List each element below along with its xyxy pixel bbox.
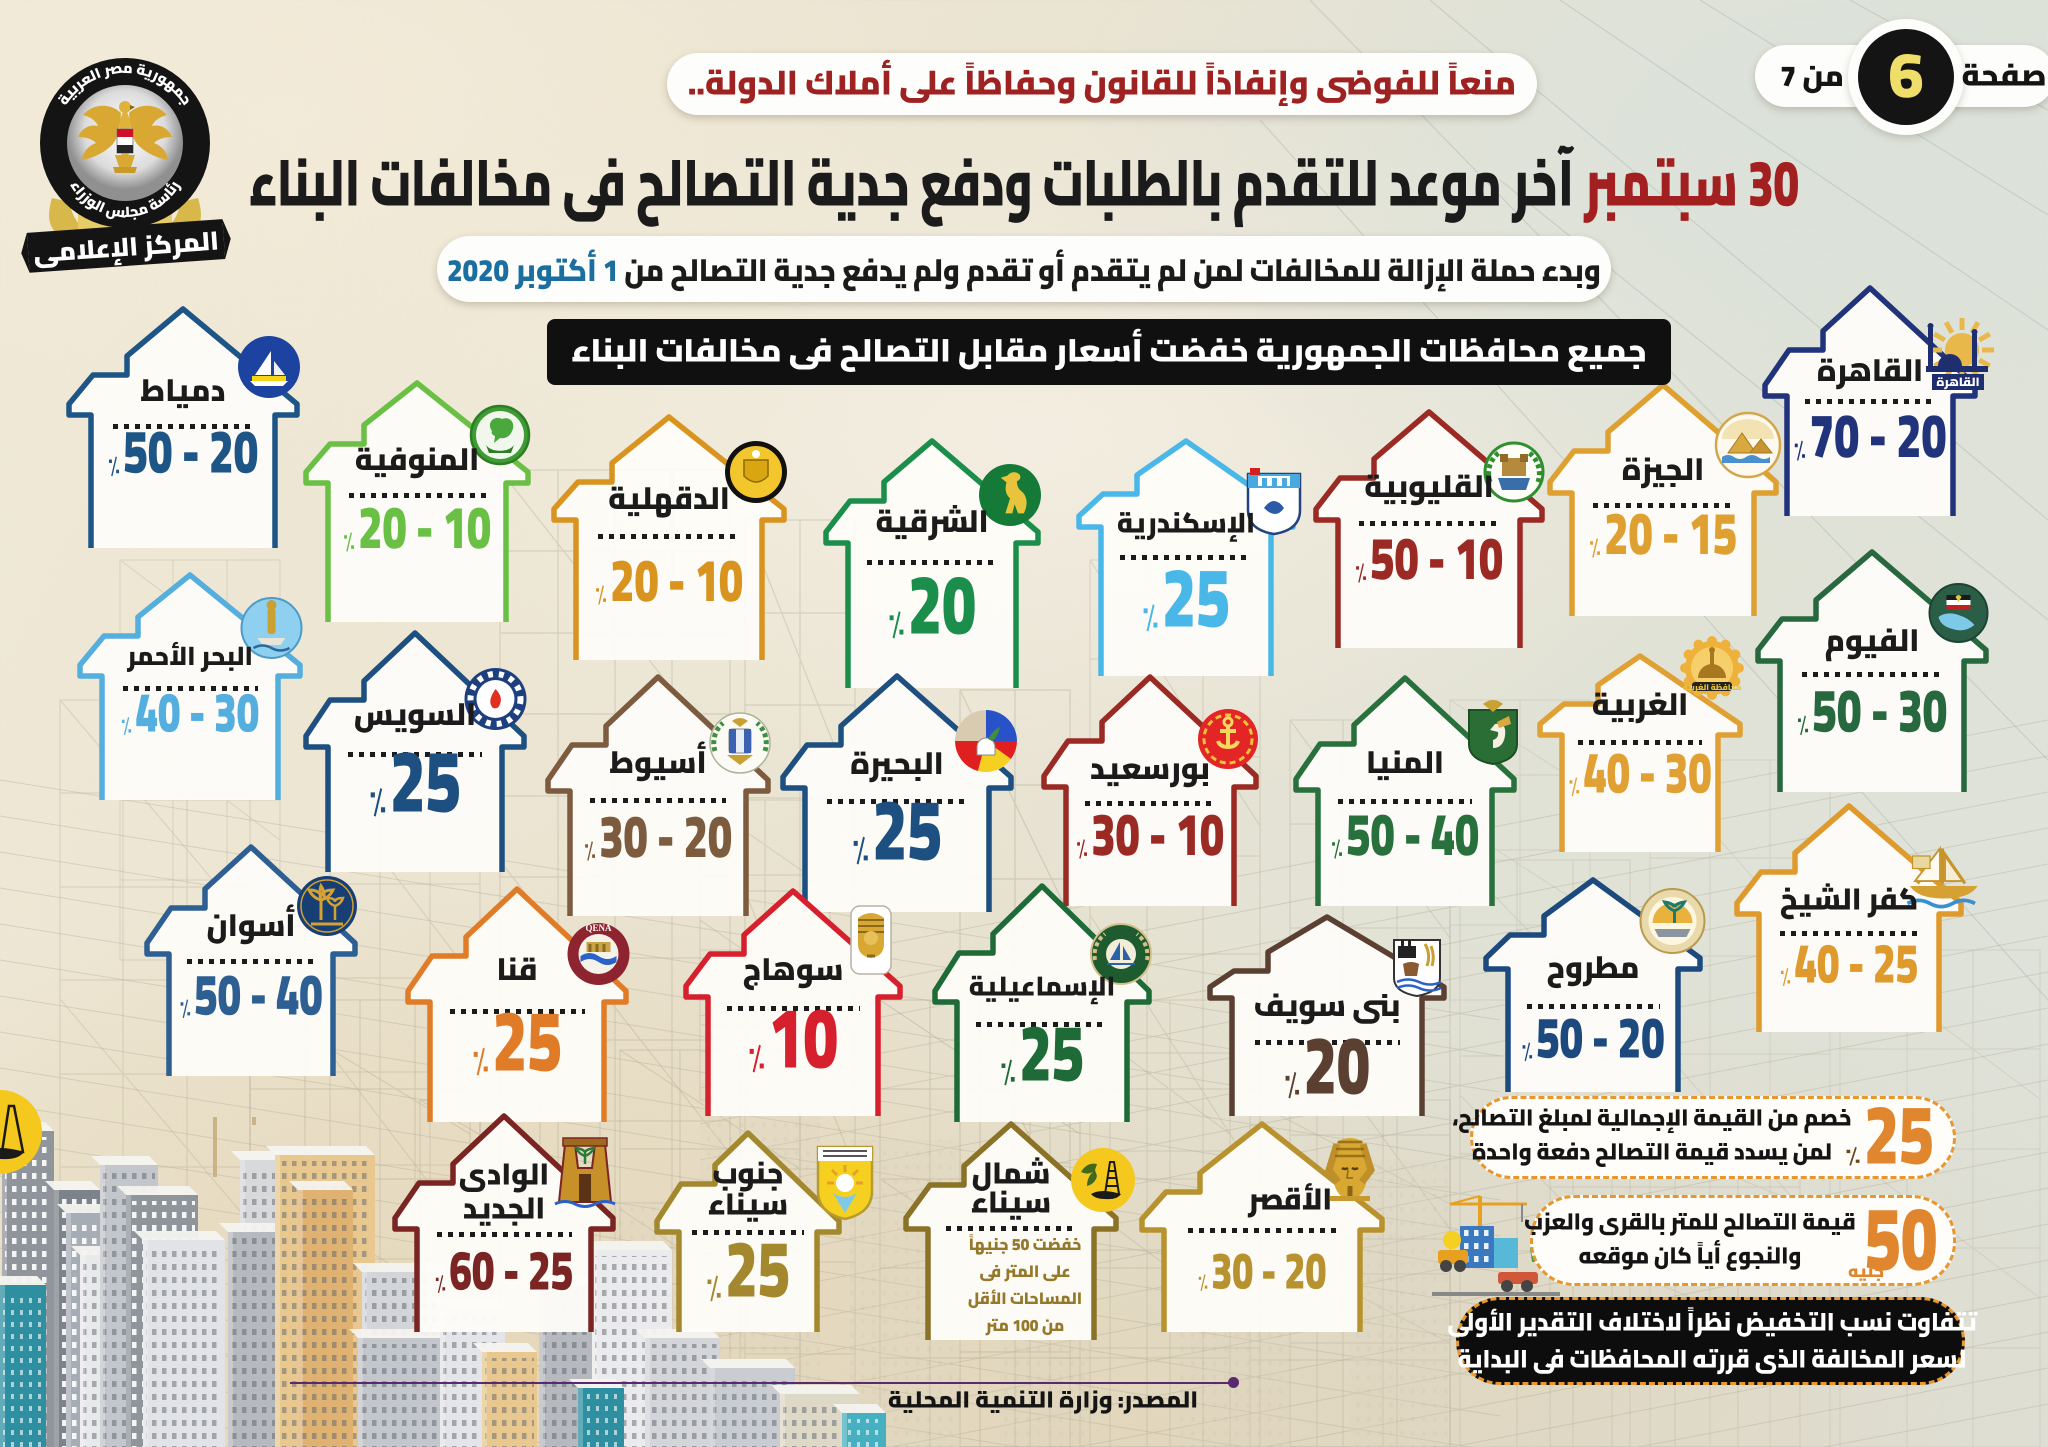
svg-text:القاهرة: القاهرة (1936, 370, 1979, 393)
svg-text:محافظة الغربية: محافظة الغربية (1683, 680, 1741, 695)
svg-text:QENA: QENA (585, 920, 612, 937)
